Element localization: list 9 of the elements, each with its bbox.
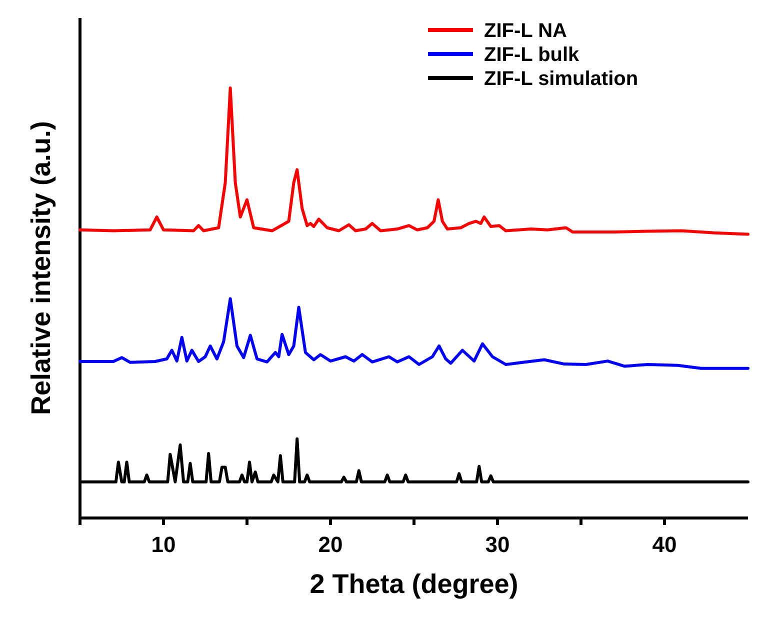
x-tick-label: 10 xyxy=(151,532,176,557)
legend-label: ZIF-L NA xyxy=(484,20,567,42)
legend-label: ZIF-L bulk xyxy=(484,44,580,66)
x-tick-label: 40 xyxy=(652,532,677,557)
legend-label: ZIF-L simulation xyxy=(484,68,638,90)
x-tick-label: 30 xyxy=(485,532,510,557)
x-axis-title: 2 Theta (degree) xyxy=(310,569,518,599)
x-tick-label: 20 xyxy=(318,532,343,557)
y-axis-title: Relative intensity (a.u.) xyxy=(26,120,56,416)
